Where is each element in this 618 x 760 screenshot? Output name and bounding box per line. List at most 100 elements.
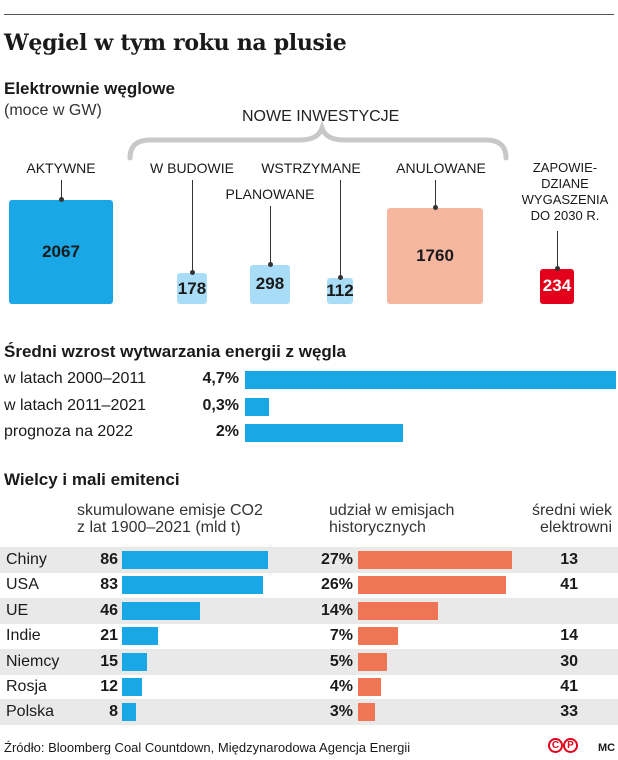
col-share-header: udział w emisjach historycznych xyxy=(329,502,454,536)
source-note: Źródło: Bloomberg Coal Countdown, Między… xyxy=(4,740,411,755)
col-age-header-line2: elektrowni xyxy=(539,519,612,536)
table-row-bg-4 xyxy=(0,648,618,675)
col-emissions-header-line2: z lat 1900–2021 (mld t) xyxy=(77,519,241,536)
country-3: Indie xyxy=(6,627,41,645)
share-value-4: 5% xyxy=(329,652,353,670)
col-age-header-line1: średni wiek xyxy=(531,502,612,519)
section1-unit: (moce w GW) xyxy=(4,102,102,119)
share-bar-5 xyxy=(358,678,381,696)
share-value-0: 27% xyxy=(320,551,353,568)
emissions-bar-5 xyxy=(122,678,143,696)
share-value-3: 7% xyxy=(329,627,353,645)
col-age-header: średni wiek elektrowni xyxy=(512,502,612,536)
growth-label-2: prognoza na 2022 xyxy=(4,423,133,440)
plant-leader-4 xyxy=(434,180,436,209)
growth-value-0: 4,7% xyxy=(202,370,239,387)
plant-label-2: PLANOWANE xyxy=(226,186,315,203)
plant-label-5-line-3: DO 2030 R. xyxy=(530,208,600,223)
share-value-1: 26% xyxy=(320,576,353,594)
emissions-bar-4 xyxy=(122,652,148,671)
share-bar-3 xyxy=(358,627,398,646)
emissions-value-3: 21 xyxy=(100,627,118,645)
country-2: UE xyxy=(6,601,29,619)
plant-label-5-line-2: WYGASZENIA xyxy=(521,192,609,207)
age-value-4: 30 xyxy=(560,652,578,670)
page-title: Węgiel w tym roku na plusie xyxy=(4,30,347,56)
share-bar-2 xyxy=(358,601,438,620)
plant-leader-dot-5 xyxy=(554,266,560,271)
emissions-value-4: 15 xyxy=(100,652,118,670)
plant-leader-dot-4 xyxy=(432,205,438,211)
share-bar-0 xyxy=(358,551,512,569)
col-share-header-line1: udział w emisjach xyxy=(329,502,455,519)
plant-bar-5: 234 xyxy=(539,269,575,304)
plant-leader-5 xyxy=(556,231,558,269)
age-value-6: 33 xyxy=(560,703,578,721)
plant-bar-4: 1760 xyxy=(387,208,483,304)
plant-label-1-line-0: W BUDOWIE xyxy=(150,160,234,176)
author-initials: MC xyxy=(598,742,616,754)
country-1: USA xyxy=(6,576,39,594)
age-value-1: 41 xyxy=(560,576,578,594)
top-rule xyxy=(4,14,614,15)
col-emissions-header-line1: skumulowane emisje CO2 xyxy=(77,502,263,519)
share-bar-4 xyxy=(358,652,387,671)
col-share-header-line2: historycznych xyxy=(329,519,426,536)
share-value-5: 4% xyxy=(329,678,353,695)
plant-label-0-line-0: AKTYWNE xyxy=(26,160,96,176)
plant-label-4-line-0: ANULOWANE xyxy=(396,160,486,176)
group-bracket xyxy=(127,120,509,161)
plant-label-5: ZAPOWIE- DZIANE WYGASZENIA DO 2030 R. xyxy=(522,160,609,224)
copyright-c-icon: C xyxy=(548,738,563,753)
age-value-5: 41 xyxy=(560,678,578,695)
growth-label-1: w latach 2011–2021 xyxy=(4,397,147,414)
plant-bar-1: 178 xyxy=(176,273,208,304)
section3-heading: Wielcy i mali emitenci xyxy=(4,470,180,489)
table-row-bg-2 xyxy=(0,597,618,624)
emissions-value-6: 8 xyxy=(109,703,118,721)
age-value-3: 14 xyxy=(560,627,578,645)
share-value-6: 3% xyxy=(329,703,353,721)
section1-heading: Elektrownie węglowe xyxy=(4,79,175,98)
country-6: Polska xyxy=(6,703,55,721)
emissions-value-1: 83 xyxy=(100,576,118,594)
table-row-bg-6 xyxy=(0,699,618,726)
share-bar-1 xyxy=(358,576,507,595)
plant-leader-dot-2 xyxy=(267,261,273,267)
emissions-bar-3 xyxy=(122,627,158,646)
emissions-value-0: 86 xyxy=(100,551,118,568)
emissions-bar-0 xyxy=(122,551,268,569)
growth-label-0: w latach 2000–2011 xyxy=(4,370,147,387)
section2-heading: Średni wzrost wytwarzania energii z węgl… xyxy=(4,342,346,361)
plant-leader-1 xyxy=(191,180,193,274)
emissions-bar-2 xyxy=(122,601,201,620)
plant-leader-dot-1 xyxy=(189,270,195,276)
growth-bar-0 xyxy=(245,371,616,389)
plant-label-3: WSTRZYMANE xyxy=(261,160,361,177)
country-5: Rosja xyxy=(6,678,47,695)
emissions-value-5: 12 xyxy=(100,678,118,695)
plant-leader-0 xyxy=(60,180,62,200)
emissions-value-2: 46 xyxy=(100,601,118,619)
emissions-bar-6 xyxy=(122,703,136,722)
plant-label-3-line-0: WSTRZYMANE xyxy=(261,160,361,176)
plant-bar-0: 2067 xyxy=(9,200,113,304)
plant-label-5-line-0: ZAPOWIE- xyxy=(532,160,598,175)
plant-label-5-line-1: DZIANE xyxy=(541,176,589,191)
growth-bar-1 xyxy=(245,398,269,416)
copyright-p-icon: P xyxy=(563,738,578,753)
plant-label-4: ANULOWANE xyxy=(396,160,486,177)
plant-leader-dot-0 xyxy=(58,197,64,202)
country-4: Niemcy xyxy=(6,652,60,670)
plant-bar-2: 298 xyxy=(250,264,290,304)
plant-leader-3 xyxy=(339,180,341,278)
age-value-0: 13 xyxy=(560,551,578,568)
col-emissions-header: skumulowane emisje CO2 z lat 1900–2021 (… xyxy=(77,502,263,536)
share-value-2: 14% xyxy=(320,601,353,619)
group-label: NOWE INWESTYCJE xyxy=(242,108,400,125)
plant-bar-3: 112 xyxy=(326,278,354,304)
growth-bar-2 xyxy=(245,424,403,442)
plant-leader-dot-3 xyxy=(337,275,343,280)
plant-label-0: AKTYWNE xyxy=(26,160,95,177)
plant-label-2-line-0: PLANOWANE xyxy=(225,186,315,202)
